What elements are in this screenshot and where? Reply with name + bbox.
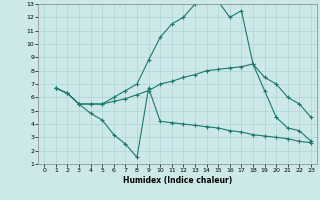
X-axis label: Humidex (Indice chaleur): Humidex (Indice chaleur) xyxy=(123,176,232,185)
